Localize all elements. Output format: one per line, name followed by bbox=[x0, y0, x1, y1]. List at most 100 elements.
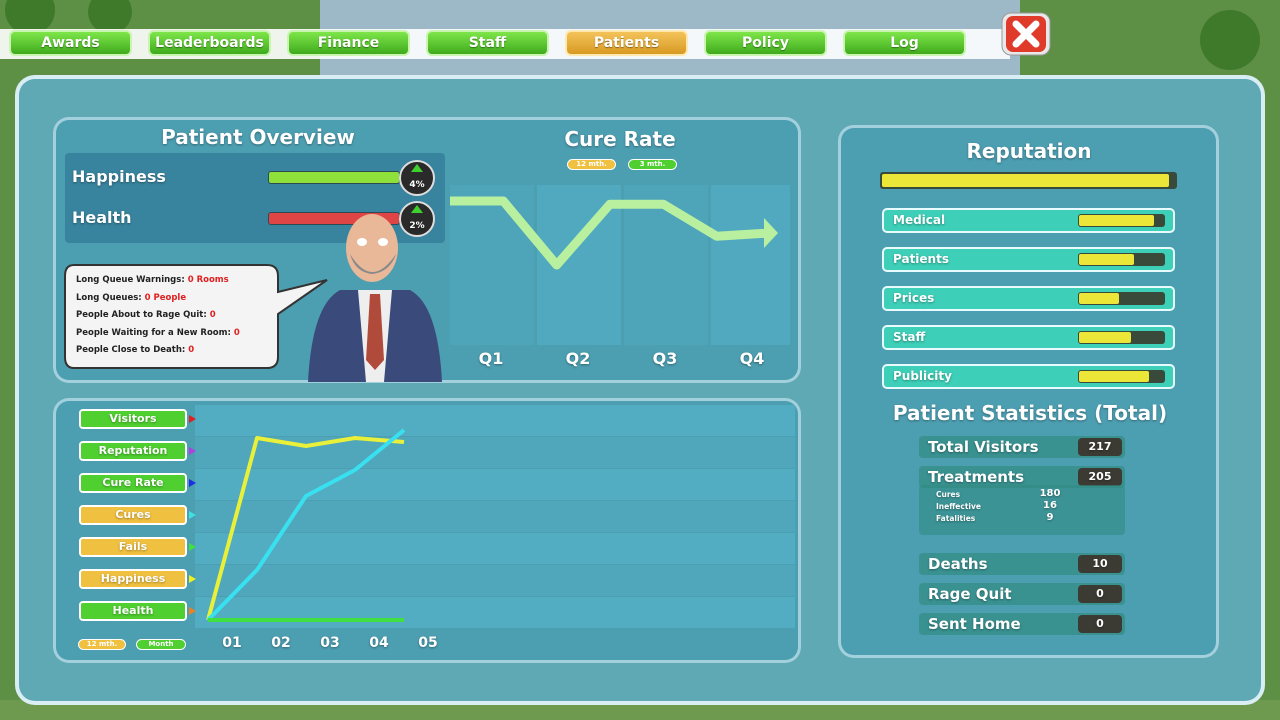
history-row bbox=[195, 469, 795, 500]
cure-rate-chart bbox=[450, 185, 790, 345]
tab[interactable]: Patients bbox=[565, 30, 688, 56]
breakdown-value: 9 bbox=[1046, 512, 1054, 523]
stat-row bbox=[919, 553, 1125, 575]
bubble-shape bbox=[64, 264, 328, 369]
legend-button[interactable]: Happiness bbox=[79, 569, 187, 589]
quarter-label: Q1 bbox=[478, 349, 504, 368]
breakdown-value: 180 bbox=[1039, 488, 1061, 499]
reputation-item-track bbox=[1078, 331, 1165, 344]
period-label: 05 bbox=[418, 635, 438, 651]
stat-label: Deaths bbox=[928, 555, 988, 573]
change-icon bbox=[399, 160, 435, 196]
reputation-item-track bbox=[1078, 253, 1165, 266]
period-toggle[interactable]: 3 mth. bbox=[628, 159, 677, 170]
reputation-label: Medical bbox=[893, 213, 946, 227]
stat-value: 217 bbox=[1078, 438, 1122, 456]
change-icon bbox=[399, 201, 435, 237]
speech-bubble bbox=[64, 264, 328, 369]
reputation-item-track bbox=[1078, 214, 1165, 227]
tie bbox=[366, 294, 384, 370]
period-label: 01 bbox=[222, 635, 242, 651]
reputation-label: Staff bbox=[893, 330, 926, 344]
up-arrow bbox=[411, 164, 423, 172]
breakdown-box bbox=[919, 485, 1125, 535]
quarter-label: Q2 bbox=[565, 349, 591, 368]
warning-label: Long Queue Warnings: bbox=[76, 275, 185, 285]
warning-value: 0 bbox=[209, 310, 216, 321]
history-chart bbox=[195, 405, 795, 628]
metric-bar bbox=[269, 213, 399, 224]
warning-row: People About to Rage Quit: 0 bbox=[76, 310, 216, 320]
legend-button[interactable]: Fails bbox=[79, 537, 187, 557]
change-label: 2% bbox=[409, 221, 425, 231]
warning-value: 0 bbox=[188, 345, 195, 356]
history-row bbox=[195, 437, 795, 468]
stat-row bbox=[919, 583, 1125, 605]
history-line bbox=[206, 436, 405, 621]
reputation-item-track bbox=[1078, 292, 1165, 305]
reputation-item-bar bbox=[1079, 293, 1119, 304]
tab[interactable]: Awards bbox=[9, 30, 132, 56]
reputation-label: Patients bbox=[893, 252, 949, 266]
warning-row: People Waiting for a New Room: 0 bbox=[76, 328, 240, 338]
warning-value: 0 People bbox=[144, 292, 187, 303]
legend-marker bbox=[189, 511, 196, 519]
reputation-row bbox=[882, 208, 1175, 233]
warning-value: 0 bbox=[233, 327, 240, 338]
warning-label: People About to Rage Quit: bbox=[76, 310, 207, 321]
legend-marker bbox=[189, 575, 196, 583]
period-toggle[interactable]: Month bbox=[136, 639, 186, 650]
tab[interactable]: Log bbox=[843, 30, 966, 56]
reputation-bar bbox=[882, 174, 1170, 187]
history-row bbox=[195, 565, 795, 596]
period-toggle[interactable]: 12 mth. bbox=[567, 159, 616, 170]
reputation-item-track bbox=[1078, 370, 1165, 383]
stat-value: 0 bbox=[1078, 615, 1122, 633]
legend-button[interactable]: Cure Rate bbox=[79, 473, 187, 493]
period-label: 03 bbox=[320, 635, 340, 651]
reputation-track bbox=[880, 172, 1177, 189]
tab[interactable]: Policy bbox=[704, 30, 827, 56]
cure-rate-line bbox=[450, 196, 771, 270]
legend-button[interactable]: Health bbox=[79, 601, 187, 621]
up-arrow bbox=[411, 205, 423, 213]
metric-bar bbox=[269, 172, 399, 183]
stat-row bbox=[919, 613, 1125, 635]
breakdown-label: Ineffective bbox=[936, 502, 981, 511]
metric-label: Health bbox=[72, 208, 132, 227]
change-label: 4% bbox=[409, 180, 425, 190]
quarter-cell bbox=[711, 185, 790, 345]
close-button[interactable] bbox=[998, 10, 1054, 60]
metric-track bbox=[268, 171, 400, 184]
legend-button[interactable]: Visitors bbox=[79, 409, 187, 429]
tab[interactable]: Staff bbox=[426, 30, 549, 56]
legend-marker bbox=[189, 447, 196, 455]
reputation-item-bar bbox=[1079, 332, 1131, 343]
eye bbox=[378, 238, 388, 246]
legend-button[interactable]: Cures bbox=[79, 505, 187, 525]
quarter-label: Q4 bbox=[739, 349, 765, 368]
warning-label: People Close to Death: bbox=[76, 345, 186, 356]
tab[interactable]: Leaderboards bbox=[148, 30, 271, 56]
icon-ring bbox=[399, 160, 435, 196]
history-line bbox=[206, 428, 406, 622]
cure-rate-title: Cure Rate bbox=[564, 127, 676, 151]
stat-label: Total Visitors bbox=[928, 438, 1039, 456]
warning-row: Long Queue Warnings: 0 Rooms bbox=[76, 275, 229, 285]
breakdown-value: 16 bbox=[1043, 500, 1057, 511]
period-toggle[interactable]: 12 mth. bbox=[78, 639, 126, 650]
tab[interactable]: Finance bbox=[287, 30, 410, 56]
marker bbox=[189, 511, 196, 519]
reputation-label: Prices bbox=[893, 291, 935, 305]
legend-marker bbox=[189, 543, 196, 551]
stat-label: Sent Home bbox=[928, 615, 1021, 633]
legend-button[interactable]: Reputation bbox=[79, 441, 187, 461]
reputation-row bbox=[882, 247, 1175, 272]
eye bbox=[357, 238, 367, 246]
breakdown-label: Cures bbox=[936, 490, 961, 499]
period-label: 04 bbox=[369, 635, 389, 651]
legend-marker bbox=[189, 607, 196, 615]
stat-row bbox=[919, 466, 1125, 488]
stat-value: 0 bbox=[1078, 585, 1122, 603]
